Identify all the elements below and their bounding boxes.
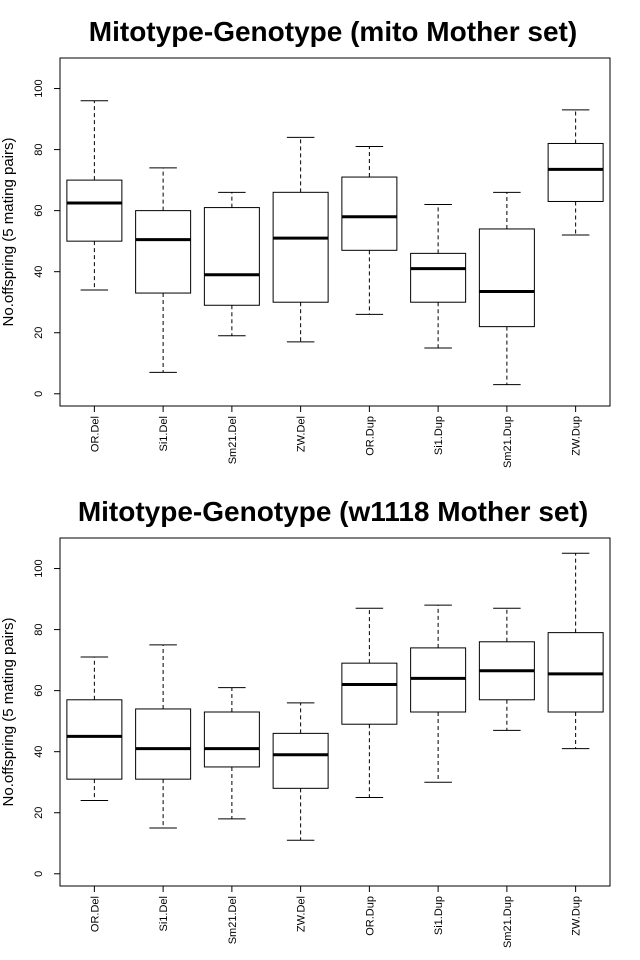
y-tick-label: 40	[33, 266, 45, 278]
y-axis-label: No.offspring (5 mating pairs)	[0, 138, 17, 327]
plot-frame	[59, 57, 611, 407]
y-tick-label: 0	[33, 391, 45, 397]
plot-frame	[59, 537, 611, 887]
box-iqr	[410, 252, 467, 303]
box-iqr	[547, 632, 604, 713]
x-tick-label: Si1.Del	[158, 896, 170, 931]
x-tick-label: Si1.Dup	[433, 416, 445, 455]
x-tick-label: Sm21.Dup	[502, 896, 514, 948]
box-iqr	[135, 210, 192, 294]
box-iqr	[272, 732, 329, 789]
box-iqr	[203, 207, 260, 306]
y-tick-label: 80	[33, 623, 45, 635]
x-tick-label: Sm21.Del	[227, 896, 239, 944]
box-iqr	[135, 708, 192, 780]
x-tick-label: ZW.Del	[296, 896, 308, 932]
x-tick-label: Sm21.Del	[227, 416, 239, 464]
x-tick-label: OR.Del	[89, 896, 101, 932]
y-tick-label: 20	[33, 807, 45, 819]
box-iqr	[547, 142, 604, 202]
y-tick-label: 100	[33, 79, 45, 97]
x-tick-label: Si1.Del	[158, 416, 170, 451]
box-iqr	[66, 179, 123, 242]
x-tick-label: ZW.Dup	[571, 896, 583, 936]
box-iqr	[341, 662, 398, 725]
box-iqr	[203, 711, 260, 768]
boxplot-w1118-mother-set: Mitotype-Genotype (w1118 Mother set) No.…	[0, 496, 611, 948]
x-tick-label: OR.Dup	[364, 416, 376, 456]
box-iqr	[410, 647, 467, 713]
y-tick-label: 60	[33, 685, 45, 697]
box-iqr	[272, 191, 329, 303]
x-tick-label: OR.Dup	[364, 896, 376, 936]
y-tick-label: 0	[33, 871, 45, 877]
chart-title: Mitotype-Genotype (mito Mother set)	[89, 16, 577, 47]
boxplot-mito-mother-set: Mitotype-Genotype (mito Mother set) No.o…	[0, 16, 611, 468]
box-iqr	[66, 699, 123, 780]
x-tick-label: ZW.Dup	[571, 416, 583, 456]
y-tick-label: 100	[33, 559, 45, 577]
x-tick-label: ZW.Del	[296, 416, 308, 452]
y-tick-label: 40	[33, 746, 45, 758]
y-tick-label: 80	[33, 143, 45, 155]
box-iqr	[478, 228, 535, 328]
y-tick-label: 60	[33, 205, 45, 217]
y-axis-label: No.offspring (5 mating pairs)	[0, 618, 17, 807]
x-tick-label: Sm21.Dup	[502, 416, 514, 468]
box-iqr	[341, 176, 398, 251]
x-tick-label: Si1.Dup	[433, 896, 445, 935]
chart-title: Mitotype-Genotype (w1118 Mother set)	[78, 496, 588, 527]
y-tick-label: 20	[33, 327, 45, 339]
x-tick-label: OR.Del	[89, 416, 101, 452]
